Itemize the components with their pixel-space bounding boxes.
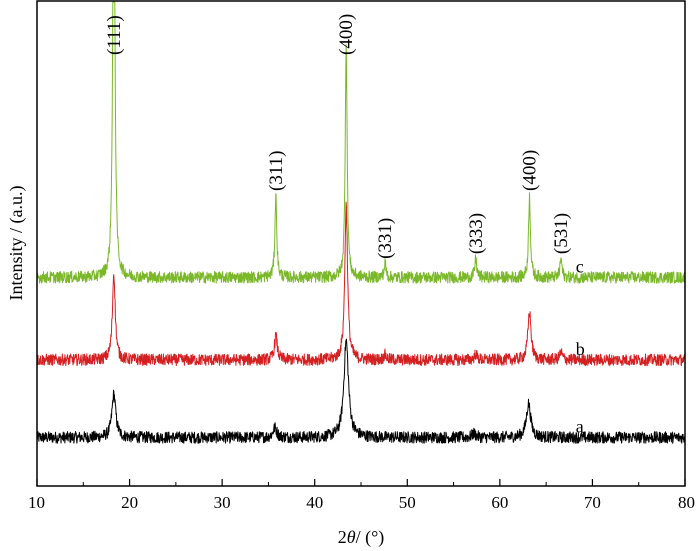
peak-label-0: (111) [104, 15, 125, 55]
x-tick-label-10: 10 [28, 493, 45, 512]
x-axis-title-suffix: / (°) [356, 527, 385, 548]
series-layer: a b c [36, 1, 686, 444]
x-tick-label-50: 50 [399, 493, 416, 512]
peak-label-5: (400) [520, 150, 541, 191]
peak-label-2: (400) [336, 14, 357, 55]
series-a-label: a [576, 417, 584, 437]
x-axis-ticks: 10 20 30 40 50 60 70 80 [28, 479, 695, 512]
peak-label-4: (333) [466, 213, 487, 254]
series-a-line [36, 338, 686, 444]
x-tick-label-30: 30 [214, 493, 231, 512]
series-c-line [36, 1, 686, 284]
y-axis-title: Intensity / (a.u.) [6, 186, 27, 301]
series-b-line [36, 201, 686, 367]
peak-label-1: (311) [266, 151, 287, 191]
x-axis-title: 2θ/ (°) [338, 527, 385, 548]
annotation-layer: (111) (311) (400) (331) (333) (400) (531) [104, 14, 572, 259]
series-c-label: c [576, 256, 584, 276]
x-axis-title-prefix: 2 [338, 527, 347, 547]
series-b-label: b [576, 339, 585, 359]
x-tick-label-60: 60 [491, 493, 508, 512]
x-tick-label-70: 70 [584, 493, 601, 512]
x-axis-title-theta: θ [347, 527, 356, 547]
peak-label-6: (531) [551, 213, 572, 254]
plot-frame [36, 0, 686, 487]
x-tick-label-20: 20 [121, 493, 138, 512]
x-tick-label-40: 40 [306, 493, 323, 512]
peak-label-3: (331) [375, 218, 396, 259]
x-tick-label-80: 80 [678, 493, 695, 512]
